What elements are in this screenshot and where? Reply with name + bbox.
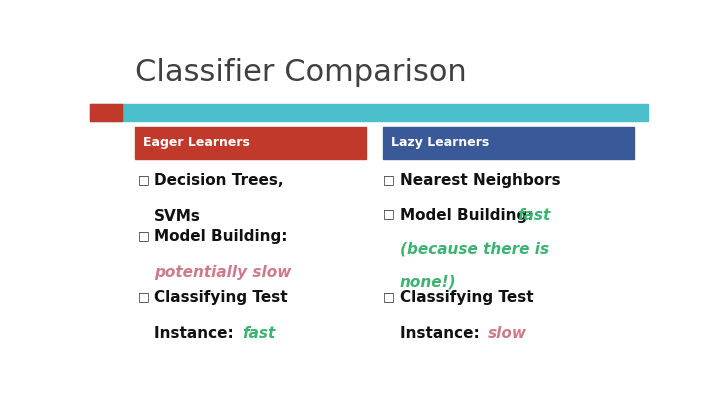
Text: Classifier Comparison: Classifier Comparison [135, 58, 467, 87]
Text: Classifying Test: Classifying Test [400, 290, 534, 305]
Text: Model Building:: Model Building: [154, 230, 288, 245]
Text: Nearest Neighbors: Nearest Neighbors [400, 173, 560, 188]
Text: none!): none!) [400, 275, 456, 290]
Text: Eager Learners: Eager Learners [143, 136, 250, 149]
Bar [90, 104, 648, 121]
Bar [135, 126, 366, 159]
Text: Instance:: Instance: [400, 326, 485, 341]
Text: slow: slow [488, 326, 527, 341]
Text: fast: fast [517, 208, 550, 223]
Text: (because there is: (because there is [400, 242, 549, 257]
Text: potentially slow: potentially slow [154, 265, 292, 280]
Text: □: □ [383, 290, 395, 303]
Text: Lazy Learners: Lazy Learners [392, 136, 490, 149]
Text: □: □ [138, 173, 149, 186]
Text: □: □ [383, 173, 395, 186]
Text: fast: fast [243, 326, 276, 341]
Bar [90, 104, 122, 121]
Bar [383, 126, 634, 159]
Text: □: □ [383, 208, 395, 221]
Text: □: □ [138, 290, 149, 303]
Text: Decision Trees,: Decision Trees, [154, 173, 284, 188]
Text: SVMs: SVMs [154, 209, 201, 224]
Text: □: □ [138, 230, 149, 243]
Text: Classifying Test: Classifying Test [154, 290, 288, 305]
Text: Instance:: Instance: [154, 326, 239, 341]
Text: Model Building:: Model Building: [400, 208, 539, 223]
